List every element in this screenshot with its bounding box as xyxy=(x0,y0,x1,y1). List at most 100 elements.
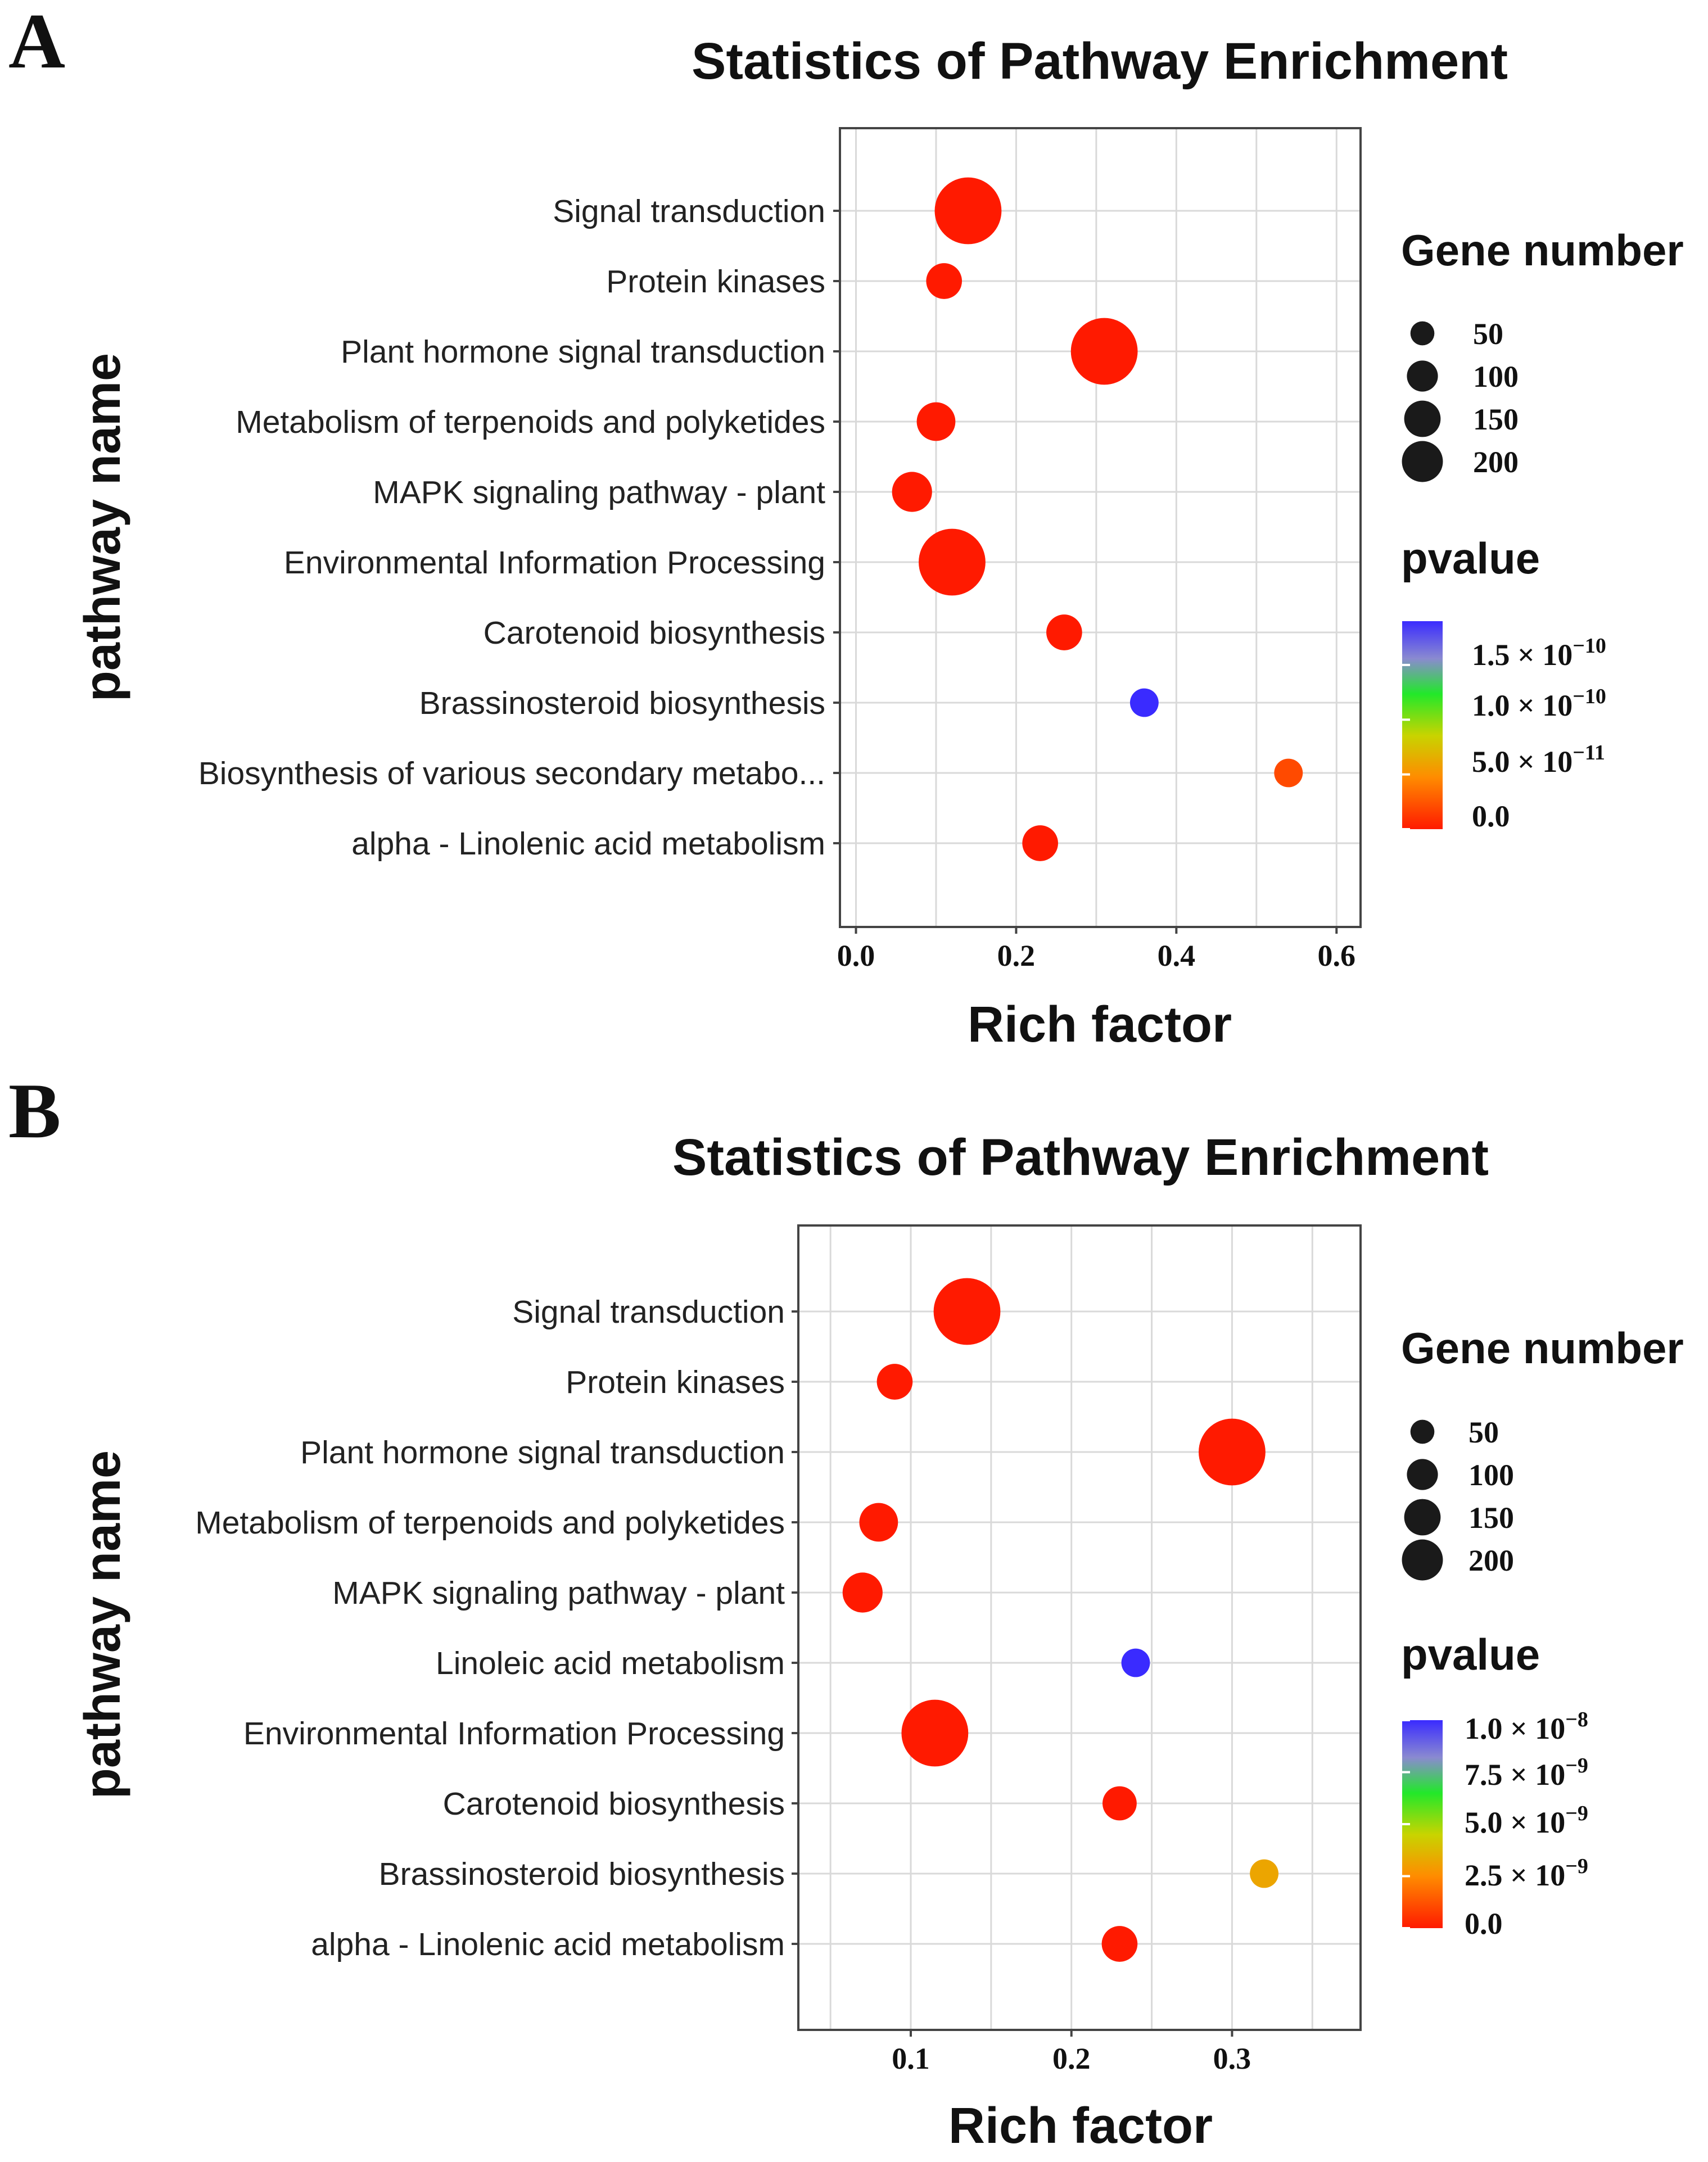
chart-title: Statistics of Pathway Enrichment xyxy=(672,1129,1489,1186)
y-tick-label: Carotenoid biosynthesis xyxy=(484,615,825,651)
y-tick-label: Biosynthesis of various secondary metabo… xyxy=(198,756,825,791)
size-legend-items: 50 100 150 200 xyxy=(1402,317,1519,482)
size-legend-label: 200 xyxy=(1473,445,1519,479)
y-tick-labels: Signal transduction Protein kinases Plant … xyxy=(198,193,840,862)
data-point xyxy=(892,472,932,512)
size-legend: Gene number 50 100 150 200 xyxy=(1401,1323,1684,1581)
data-point xyxy=(876,1364,913,1400)
color-legend-label: 1.0 × 10−8 xyxy=(1465,1708,1588,1745)
color-legend-title: pvalue xyxy=(1401,1630,1540,1679)
data-points xyxy=(842,1278,1279,1962)
y-axis-title: pathway name xyxy=(75,353,131,702)
y-tick-label: alpha - Linolenic acid metabolism xyxy=(351,826,825,862)
y-tick-label: Signal transduction xyxy=(512,1294,785,1330)
y-tick-label: Plant hormone signal transduction xyxy=(341,334,825,370)
size-legend-dot xyxy=(1410,1419,1435,1444)
panel-a: A Statistics of Pathway Enrichment Signa… xyxy=(8,0,1684,1053)
panel-b: B Statistics of Pathway Enrichment Signa… xyxy=(8,1068,1684,2154)
size-legend: Gene number 50 100 150 200 xyxy=(1401,225,1684,482)
y-tick-label: MAPK signaling pathway - plant xyxy=(332,1575,785,1611)
size-legend-label: 100 xyxy=(1473,360,1519,393)
size-legend-label: 50 xyxy=(1473,317,1503,351)
data-point xyxy=(842,1572,883,1613)
y-tick-labels: Signal transduction Protein kinases Plant … xyxy=(195,1294,798,1962)
size-legend-label: 50 xyxy=(1468,1415,1499,1449)
data-point xyxy=(934,177,1002,245)
x-tick-label: 0.3 xyxy=(1213,2042,1251,2075)
panel-letter-b: B xyxy=(8,1068,61,1155)
color-legend-label: 0.0 xyxy=(1465,1907,1503,1941)
size-legend-label: 100 xyxy=(1468,1458,1514,1492)
size-legend-label: 150 xyxy=(1468,1501,1514,1535)
color-legend-label: 1.0 × 10−10 xyxy=(1472,685,1606,722)
y-tick-label: Environmental Information Processing xyxy=(243,1716,785,1752)
y-axis-title: pathway name xyxy=(75,1450,131,1799)
panel-letter-a: A xyxy=(8,0,65,85)
size-legend-label: 150 xyxy=(1473,402,1519,436)
size-legend-dot xyxy=(1407,360,1438,392)
data-point xyxy=(1129,688,1159,717)
y-tick-label: Protein kinases xyxy=(606,264,825,300)
x-tick-label: 0.6 xyxy=(1318,939,1356,973)
y-tick-label: Protein kinases xyxy=(566,1364,785,1400)
size-legend-items: 50 100 150 200 xyxy=(1402,1415,1514,1581)
color-legend: pvalue 1.5 × 10−10 1.0 × 10−10 5.0 × 10−11… xyxy=(1401,533,1606,833)
x-tick-labels: 0.1 0.2 0.3 xyxy=(892,2030,1251,2075)
data-point xyxy=(1250,1859,1279,1888)
data-point xyxy=(1121,1648,1150,1677)
color-legend-label: 5.0 × 10−11 xyxy=(1472,741,1605,779)
y-tick-label: Plant hormone signal transduction xyxy=(300,1435,785,1471)
color-legend-title: pvalue xyxy=(1401,533,1540,583)
data-point xyxy=(926,263,963,299)
x-tick-label: 0.2 xyxy=(1052,2042,1091,2075)
y-tick-label: alpha - Linolenic acid metabolism xyxy=(311,1926,785,1962)
data-point xyxy=(933,1278,1001,1345)
data-point xyxy=(1022,825,1058,861)
data-point xyxy=(1046,614,1082,650)
data-point xyxy=(859,1503,898,1542)
y-tick-label: Carotenoid biosynthesis xyxy=(443,1786,785,1822)
size-legend-dot xyxy=(1402,1539,1443,1581)
y-tick-label: Brassinosteroid biosynthesis xyxy=(379,1856,785,1892)
size-legend-dot xyxy=(1404,1499,1441,1536)
y-tick-label: Environmental Information Processing xyxy=(284,545,825,581)
color-legend-ticks: 1.0 × 10−8 7.5 × 10−9 5.0 × 10−9 2.5 × 10−9… xyxy=(1402,1708,1588,1941)
plot-area xyxy=(798,1225,1361,2030)
data-point xyxy=(1102,1786,1137,1821)
data-point xyxy=(919,528,986,596)
color-legend-label: 5.0 × 10−9 xyxy=(1465,1802,1588,1839)
x-tick-label: 0.2 xyxy=(997,939,1036,973)
plot-area xyxy=(840,128,1361,927)
color-legend-label: 2.5 × 10−9 xyxy=(1465,1855,1588,1892)
size-legend-dot xyxy=(1407,1459,1438,1490)
color-legend: pvalue 1.0 × 10−8 7.5 × 10−9 5.0 × 10−9 2.5… xyxy=(1401,1630,1588,1941)
data-point xyxy=(1070,318,1138,385)
data-point xyxy=(1274,758,1303,788)
size-legend-title: Gene number xyxy=(1401,225,1684,275)
x-tick-label: 0.1 xyxy=(892,2042,930,2075)
y-tick-label: Linoleic acid metabolism xyxy=(436,1645,785,1681)
color-bar xyxy=(1402,621,1443,829)
chart-title: Statistics of Pathway Enrichment xyxy=(692,33,1508,90)
data-point xyxy=(916,402,956,441)
color-legend-label: 7.5 × 10−9 xyxy=(1465,1754,1588,1792)
y-tick-label: Metabolism of terpenoids and polyketides xyxy=(195,1505,785,1541)
y-tick-label: Signal transduction xyxy=(553,193,825,229)
size-legend-dot xyxy=(1410,321,1435,346)
plot-frame xyxy=(797,1224,1362,2031)
color-legend-label: 0.0 xyxy=(1472,799,1510,833)
data-points xyxy=(892,177,1303,861)
x-tick-label: 0.4 xyxy=(1158,939,1196,973)
y-tick-label: MAPK signaling pathway - plant xyxy=(373,474,825,510)
color-legend-label: 1.5 × 10−10 xyxy=(1472,634,1606,672)
x-tick-label: 0.0 xyxy=(837,939,875,973)
y-tick-label: Brassinosteroid biosynthesis xyxy=(419,685,825,721)
size-legend-dot xyxy=(1404,400,1441,437)
x-axis-title: Rich factor xyxy=(948,2098,1213,2154)
data-point xyxy=(1199,1418,1266,1486)
size-legend-label: 200 xyxy=(1468,1544,1514,1577)
data-point xyxy=(1101,1926,1138,1962)
size-legend-title: Gene number xyxy=(1401,1323,1684,1373)
plot-frame xyxy=(839,127,1362,928)
